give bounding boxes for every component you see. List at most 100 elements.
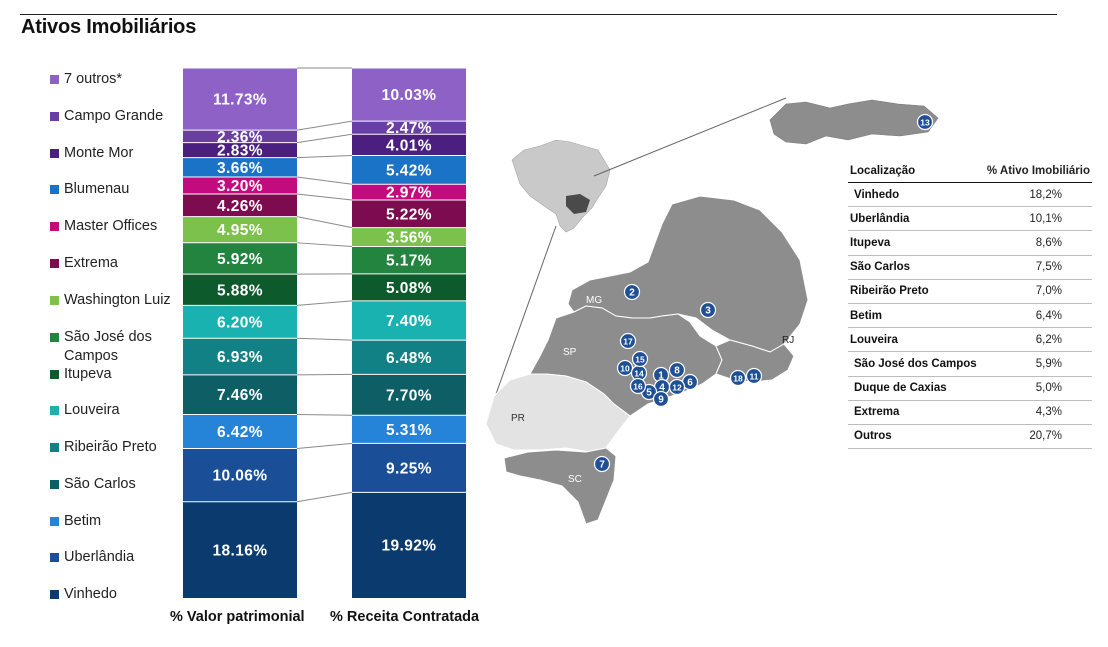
bar-segment <box>183 501 297 598</box>
table-cell-location: Vinhedo <box>848 182 983 208</box>
map-marker-label: 6 <box>687 378 693 389</box>
bar-segment <box>352 300 466 341</box>
legend-label: Ribeirão Preto <box>64 439 157 455</box>
legend-item-sao-carlos: São Carlos <box>50 475 136 494</box>
legend-swatch <box>50 333 59 342</box>
bar-segment <box>352 443 466 493</box>
legend-swatch <box>50 517 59 526</box>
map-marker-label: 3 <box>705 306 711 317</box>
map-marker-circle <box>629 377 647 395</box>
legend-item-uberlandia: Uberlândia <box>50 548 134 567</box>
map-marker: 3 <box>699 301 717 319</box>
legend-swatch <box>50 185 59 194</box>
data-label: 10.03% <box>382 87 437 104</box>
map-marker-circle <box>593 455 611 473</box>
data-label: 4.95% <box>217 222 263 239</box>
bar-segment <box>352 184 466 200</box>
segment-connector-line <box>296 133 353 144</box>
bar-segment <box>352 492 466 598</box>
legend-label: Uberlândia <box>64 549 135 565</box>
table-cell-location: Duque de Caxias <box>848 376 983 401</box>
legend-label: Itupeva <box>64 366 112 382</box>
table-row: Extrema 4,3% <box>848 400 1092 425</box>
bar-segment <box>352 374 466 416</box>
table-cell-value: 20,7% <box>982 424 1092 450</box>
legend-swatch <box>50 259 59 268</box>
legend-item-washington-luiz: Washington Luiz <box>50 291 171 310</box>
table-cell-location: Extrema <box>848 400 983 425</box>
table-row: Ribeirão Preto 7,0% <box>848 279 1092 304</box>
map-marker: 16 <box>629 377 647 395</box>
bar-segment <box>183 68 297 131</box>
map-marker-circle <box>652 390 670 408</box>
data-label: 10.06% <box>213 468 268 485</box>
map-marker: 17 <box>619 332 637 350</box>
bar-segment <box>352 273 466 301</box>
bar-segment <box>352 199 466 228</box>
map-marker: 9 <box>652 390 670 408</box>
segment-connector-line <box>296 413 353 416</box>
table-cell-location: Louveira <box>848 327 983 353</box>
data-label: 6.42% <box>217 424 263 441</box>
table-cell-value: 8,6% <box>982 230 1092 256</box>
legend-label: Washington Luiz <box>64 292 171 308</box>
bar-segment <box>352 121 466 135</box>
data-label: 2.36% <box>217 129 263 146</box>
map-marker-label: 11 <box>750 372 759 382</box>
bar-segment <box>352 227 466 247</box>
map-marker: 13 <box>916 113 934 131</box>
table-cell-value: 18,2% <box>982 182 1092 208</box>
data-label: 3.66% <box>217 160 263 177</box>
map-marker-label: 9 <box>658 395 664 406</box>
data-label: 11.73% <box>213 92 267 109</box>
state-label-mg: MG <box>586 295 602 306</box>
table-cell-location: Itupeva <box>848 230 983 256</box>
legend-label: 7 outros* <box>64 71 123 87</box>
data-label: 5.08% <box>386 280 432 297</box>
legend-swatch <box>50 590 59 599</box>
table-header-cell: % Ativo Imobiliário <box>982 160 1092 183</box>
bar-segment <box>183 242 297 275</box>
data-label: 5.92% <box>217 251 263 268</box>
legend-item-louveira: Louveira <box>50 401 120 420</box>
legend-item-ribeirao-preto: Ribeirão Preto <box>50 438 157 457</box>
map-marker-label: 18 <box>733 374 743 384</box>
legend-item-monte-mor: Monte Mor <box>50 144 133 163</box>
map-marker: 15 <box>631 350 649 368</box>
table-cell-value: 5,9% <box>982 351 1092 377</box>
data-label: 7.46% <box>217 387 263 404</box>
legend-label: São Carlos <box>64 476 136 492</box>
data-label: 5.42% <box>386 162 432 179</box>
table-row: Vinhedo 18,2% <box>848 182 1092 208</box>
bar-segment <box>183 305 297 339</box>
segment-connector-line <box>296 242 353 248</box>
data-label: 5.31% <box>386 422 432 439</box>
table-row: Outros 20,7% <box>848 424 1092 450</box>
map-marker-label: 1 <box>658 371 664 382</box>
data-label: 3.56% <box>386 230 432 247</box>
bar-segment <box>352 246 466 274</box>
northeast-inset-shape <box>769 99 939 145</box>
table-row: São José dos Campos 5,9% <box>848 351 1092 377</box>
data-label: 4.26% <box>217 198 263 215</box>
map-marker-label: 14 <box>634 369 644 379</box>
table-cell-location: Betim <box>848 303 983 329</box>
legend-item-master-offices: Master Offices <box>50 217 157 236</box>
map-marker-circle <box>668 361 686 379</box>
segment-connector-line <box>296 337 353 341</box>
brazil-overview-map <box>495 97 787 395</box>
state-label-sc: SC <box>568 474 582 485</box>
legend-label: Extrema <box>64 255 118 271</box>
legend-label: Blumenau <box>64 181 130 197</box>
legend-swatch <box>50 406 59 415</box>
table-header-cell: Localização <box>848 160 983 183</box>
data-label: 6.48% <box>386 350 432 367</box>
map-marker: 11 <box>745 367 763 385</box>
data-label: 18.16% <box>213 542 268 559</box>
state-label-rj: RJ <box>782 335 794 346</box>
bar-segment <box>183 338 297 375</box>
map-marker-circle <box>745 367 763 385</box>
segment-connector-line <box>296 300 353 306</box>
bar-segment <box>352 134 466 156</box>
